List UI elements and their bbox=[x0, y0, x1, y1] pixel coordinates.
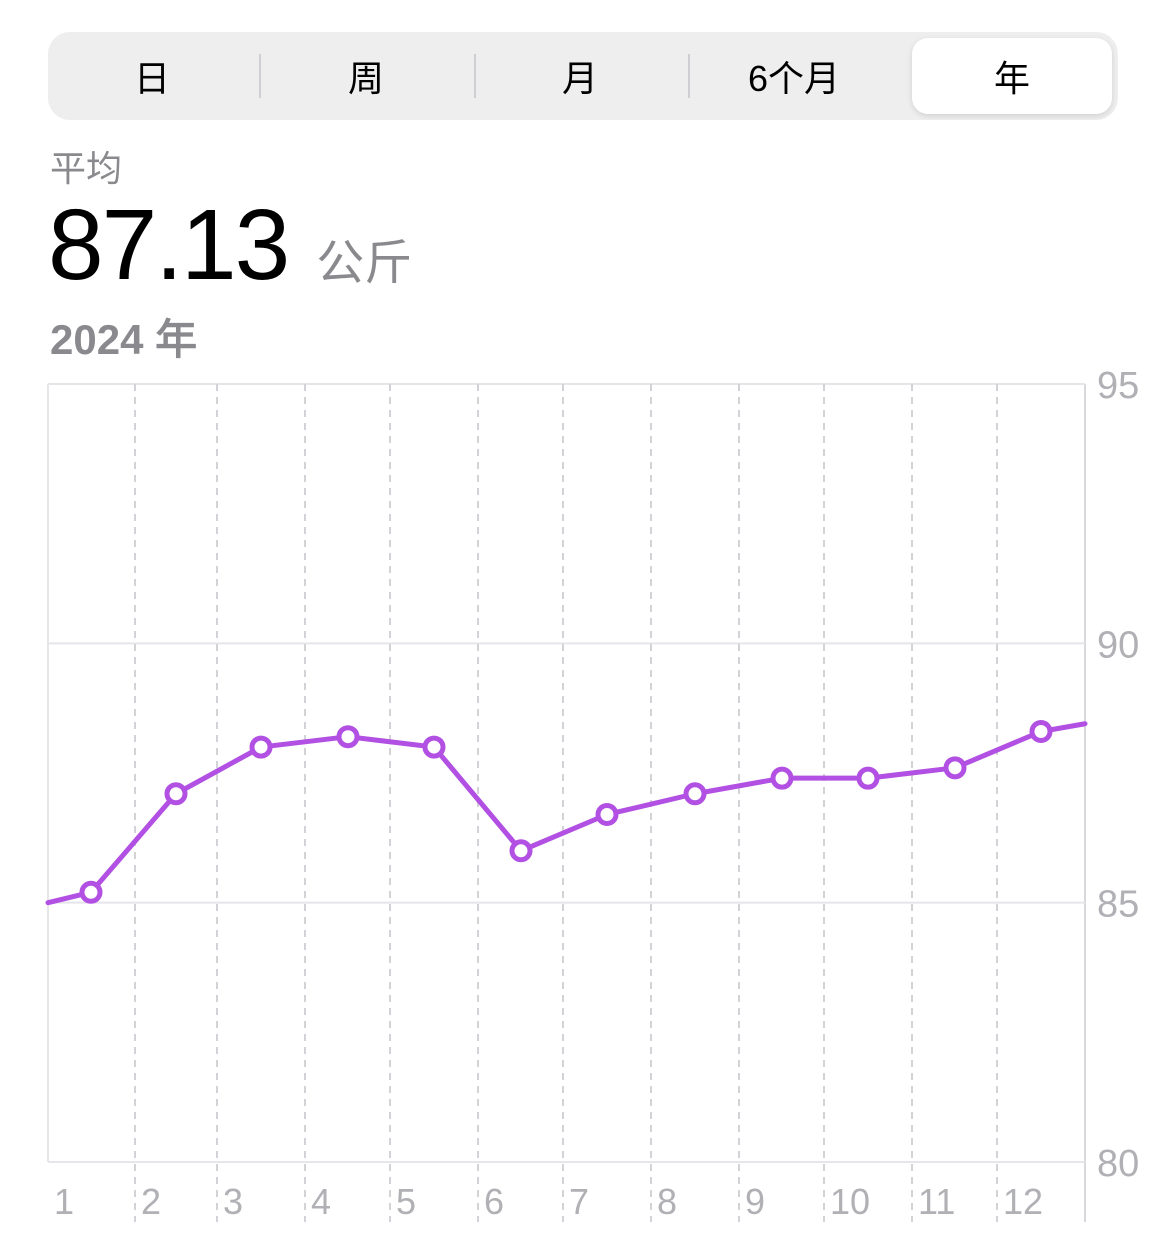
series-line bbox=[45, 721, 1088, 906]
average-value: 87.13 bbox=[48, 189, 290, 301]
data-point bbox=[770, 766, 794, 790]
data-point bbox=[943, 756, 967, 780]
x-tick-label: 11 bbox=[918, 1181, 955, 1222]
y-tick-label: 85 bbox=[1097, 884, 1139, 926]
segment-divider bbox=[474, 54, 476, 98]
data-point bbox=[249, 735, 273, 759]
segment-month[interactable]: 月 bbox=[561, 58, 598, 99]
segment-divider bbox=[259, 54, 261, 98]
x-tick-label: 8 bbox=[657, 1181, 677, 1222]
x-tick-label: 9 bbox=[745, 1181, 765, 1222]
data-point bbox=[336, 725, 360, 749]
data-point bbox=[79, 880, 103, 904]
segment-six-months[interactable]: 6个月 bbox=[747, 58, 841, 99]
x-tick-label: 12 bbox=[1003, 1181, 1043, 1222]
y-tick-label: 80 bbox=[1097, 1143, 1139, 1185]
segment-day[interactable]: 日 bbox=[133, 58, 170, 99]
segment-divider bbox=[688, 54, 690, 98]
x-tick-label: 2 bbox=[141, 1181, 161, 1222]
data-point bbox=[509, 839, 533, 863]
x-tick-label: 7 bbox=[569, 1181, 589, 1222]
data-point bbox=[1029, 720, 1053, 744]
y-tick-label: 95 bbox=[1097, 365, 1139, 407]
x-tick-label: 3 bbox=[223, 1181, 243, 1222]
x-tick-label: 4 bbox=[311, 1181, 331, 1222]
y-tick-label: 90 bbox=[1097, 624, 1139, 666]
average-value-row: 87.13 公斤 bbox=[48, 188, 412, 303]
average-unit: 公斤 bbox=[316, 237, 413, 290]
x-tick-label: 1 bbox=[54, 1181, 74, 1222]
data-point bbox=[683, 782, 707, 806]
x-tick-label: 10 bbox=[830, 1181, 870, 1222]
segment-year[interactable]: 年 bbox=[912, 38, 1112, 114]
segment-week[interactable]: 周 bbox=[347, 58, 384, 99]
data-point bbox=[422, 735, 446, 759]
x-tick-label: 6 bbox=[484, 1181, 504, 1222]
time-range-segmented-control: 日 周 月 6个月 年 bbox=[48, 32, 1118, 120]
data-point bbox=[164, 782, 188, 806]
data-point bbox=[595, 802, 619, 826]
x-tick-label: 5 bbox=[396, 1181, 416, 1222]
average-label: 平均 bbox=[50, 148, 123, 189]
period-label: 2024 年 bbox=[50, 316, 198, 363]
data-point bbox=[856, 766, 880, 790]
